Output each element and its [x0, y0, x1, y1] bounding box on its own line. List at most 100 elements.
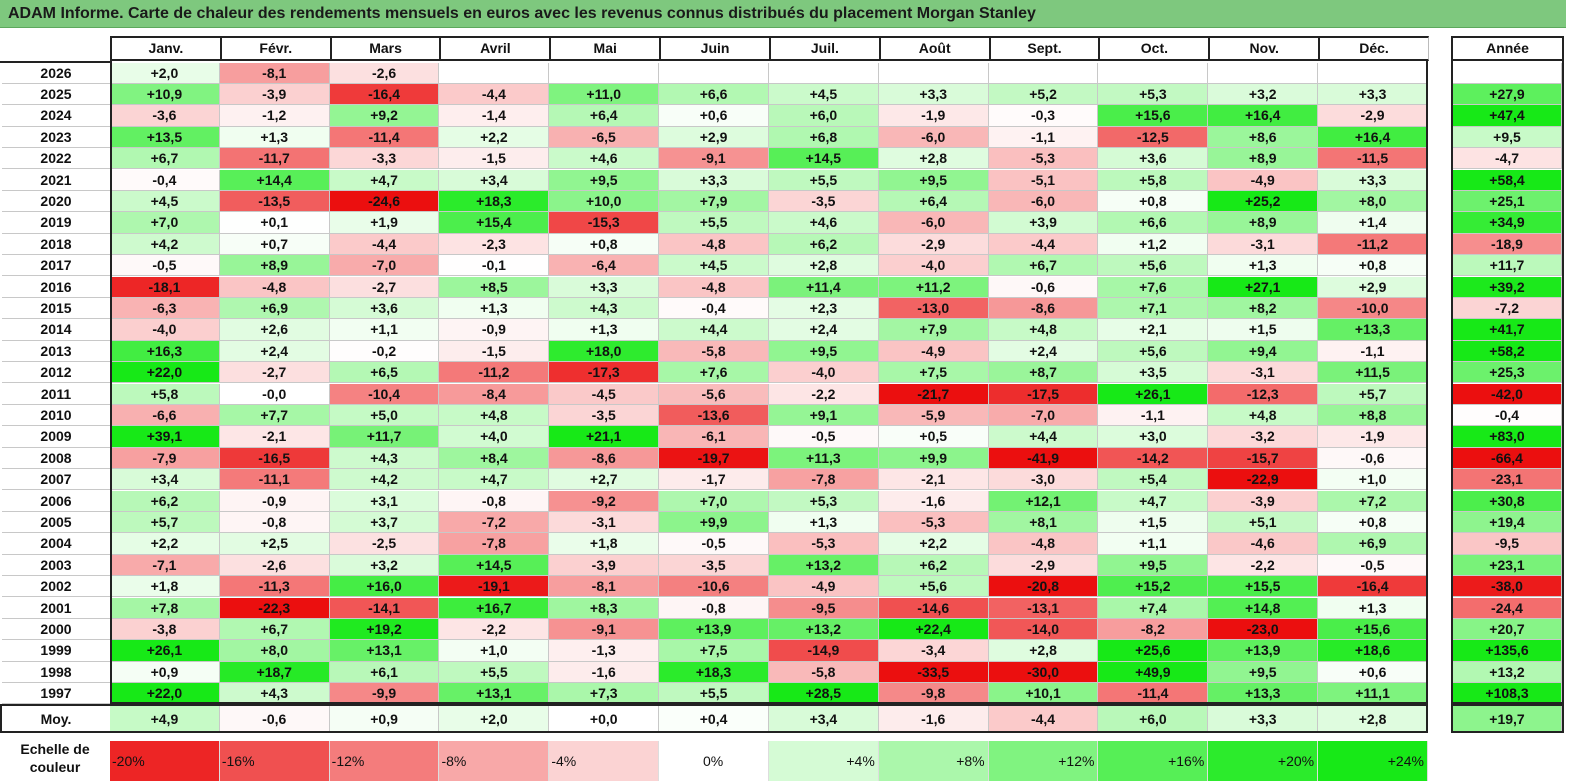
- heatmap-cell: -10,0: [1318, 297, 1428, 320]
- heatmap-cell: +2,3: [768, 297, 879, 320]
- heatmap-cell: -3,4: [878, 640, 989, 662]
- heatmap-cell: -4,8: [659, 233, 769, 256]
- heatmap-cell: +8,9: [219, 255, 330, 277]
- heatmap-cell: +18,3: [659, 661, 769, 684]
- month-header: Août: [878, 36, 990, 61]
- heatmap-cell: +13,1: [439, 683, 550, 705]
- heatmap-cell: +3,1: [329, 490, 440, 512]
- heatmap-cell: +3,2: [329, 554, 440, 577]
- heatmap-cell: +16,7: [439, 597, 550, 619]
- average-cell: +0,9: [329, 706, 440, 733]
- annual-cell: +135,6: [1453, 640, 1562, 662]
- heatmap-cell: -18,1: [110, 276, 220, 298]
- heatmap-cell: -0,6: [1318, 447, 1428, 470]
- heatmap-cell: +4,5: [110, 190, 220, 213]
- month-header: Févr.: [219, 36, 331, 61]
- heatmap-cell: -33,5: [878, 661, 989, 684]
- heatmap-cell: +8,3: [549, 597, 660, 619]
- heatmap-cell: +3,4: [110, 469, 220, 491]
- heatmap-cell: -3,5: [768, 190, 879, 213]
- average-cell: +2,0: [439, 706, 550, 733]
- heatmap-cell: -3,1: [549, 511, 660, 534]
- heatmap-cell: -3,2: [1208, 426, 1319, 448]
- heatmap-cell: -5,6: [659, 383, 769, 405]
- heatmap-cell: +18,0: [549, 340, 660, 363]
- chart-title: ADAM Informe. Carte de chaleur des rende…: [0, 0, 1566, 28]
- heatmap-cell: +4,8: [439, 404, 550, 427]
- month-header: Avril: [439, 36, 551, 61]
- month-header: Nov.: [1208, 36, 1320, 61]
- heatmap-cell: +7,8: [110, 597, 220, 619]
- heatmap-cell: +2,0: [110, 62, 220, 84]
- heatmap-cell: +10,9: [110, 83, 220, 106]
- heatmap-cell: -0,5: [659, 533, 769, 555]
- heatmap-cell: -3,5: [659, 554, 769, 577]
- color-scale-step: -12%: [329, 741, 440, 781]
- heatmap-cell: -3,6: [110, 105, 220, 127]
- year-label: 2009: [2, 426, 110, 448]
- average-cell: -0,6: [219, 706, 330, 733]
- heatmap-cell: -8,2: [1098, 618, 1209, 641]
- heatmap-cell: +13,3: [1318, 319, 1428, 341]
- heatmap-cell: +3,3: [878, 83, 989, 106]
- heatmap-cell: -0,1: [439, 255, 550, 277]
- annual-cell: +27,9: [1453, 83, 1562, 106]
- annual-cell: +23,1: [1453, 554, 1562, 577]
- heatmap-cell: +26,1: [1098, 383, 1209, 405]
- heatmap-cell: +8,1: [988, 511, 1099, 534]
- heatmap-cell: -1,5: [439, 340, 550, 363]
- heatmap-cell: +5,5: [768, 169, 879, 191]
- heatmap-cell: -9,1: [549, 618, 660, 641]
- heatmap-cell: +0,6: [659, 105, 769, 127]
- heatmap-cell: +2,5: [219, 533, 330, 555]
- heatmap-cell: +3,3: [549, 276, 660, 298]
- heatmap-cell: -19,1: [439, 576, 550, 598]
- heatmap-cell: -4,5: [549, 383, 660, 405]
- year-label: 2017: [2, 255, 110, 277]
- heatmap-cell: -8,6: [988, 297, 1099, 320]
- heatmap-cell: -0,8: [219, 511, 330, 534]
- heatmap-cell: +6,1: [329, 661, 440, 684]
- heatmap-cell: +16,4: [1208, 105, 1319, 127]
- heatmap-cell: +3,2: [1208, 83, 1319, 106]
- heatmap-cell: -6,1: [659, 426, 769, 448]
- heatmap-cell: +6,2: [110, 490, 220, 512]
- color-scale-label: Echelle de couleur: [20, 741, 90, 775]
- month-header: Déc.: [1318, 36, 1429, 61]
- annual-cell: -42,0: [1453, 383, 1562, 405]
- heatmap-cell: -11,3: [219, 576, 330, 598]
- month-header: Janv.: [110, 36, 221, 61]
- heatmap-cell: -4,4: [439, 83, 550, 106]
- heatmap-cell: -10,6: [659, 576, 769, 598]
- heatmap-cell: +6,9: [1318, 533, 1428, 555]
- heatmap-cell: -9,8: [878, 683, 989, 705]
- heatmap-cell: +11,1: [1318, 683, 1428, 705]
- heatmap-cell: +5,5: [439, 661, 550, 684]
- heatmap-cell: -8,6: [549, 447, 660, 470]
- heatmap-cell: -0,6: [988, 276, 1099, 298]
- heatmap-cell: -4,8: [659, 276, 769, 298]
- average-cell: +4,9: [110, 706, 220, 733]
- heatmap-cell: -9,1: [659, 148, 769, 170]
- heatmap-cell: -11,7: [219, 148, 330, 170]
- heatmap-cell: +6,2: [878, 554, 989, 577]
- heatmap-cell: +2,8: [768, 255, 879, 277]
- heatmap-cell: +21,1: [549, 426, 660, 448]
- year-label: 2006: [2, 491, 110, 512]
- heatmap-cell: +8,0: [1318, 190, 1428, 213]
- heatmap-cell: +11,3: [768, 447, 879, 470]
- heatmap-cell: -2,6: [219, 554, 330, 577]
- average-label: Moy.: [40, 711, 72, 727]
- color-scale-step: -16%: [219, 741, 330, 781]
- heatmap-cell: +5,8: [110, 383, 220, 405]
- annual-cell: +41,7: [1453, 319, 1562, 341]
- annual-cell: +20,7: [1453, 618, 1562, 641]
- average-cell: +6,0: [1098, 706, 1209, 733]
- heatmap-cell: +6,7: [219, 618, 330, 641]
- year-label: 2000: [2, 619, 110, 641]
- heatmap-cell: -7,8: [768, 469, 879, 491]
- heatmap-cell: +8,2: [1208, 297, 1319, 320]
- heatmap-cell: -4,8: [988, 533, 1099, 555]
- heatmap-cell: +7,7: [219, 404, 330, 427]
- heatmap-cell: +1,8: [110, 576, 220, 598]
